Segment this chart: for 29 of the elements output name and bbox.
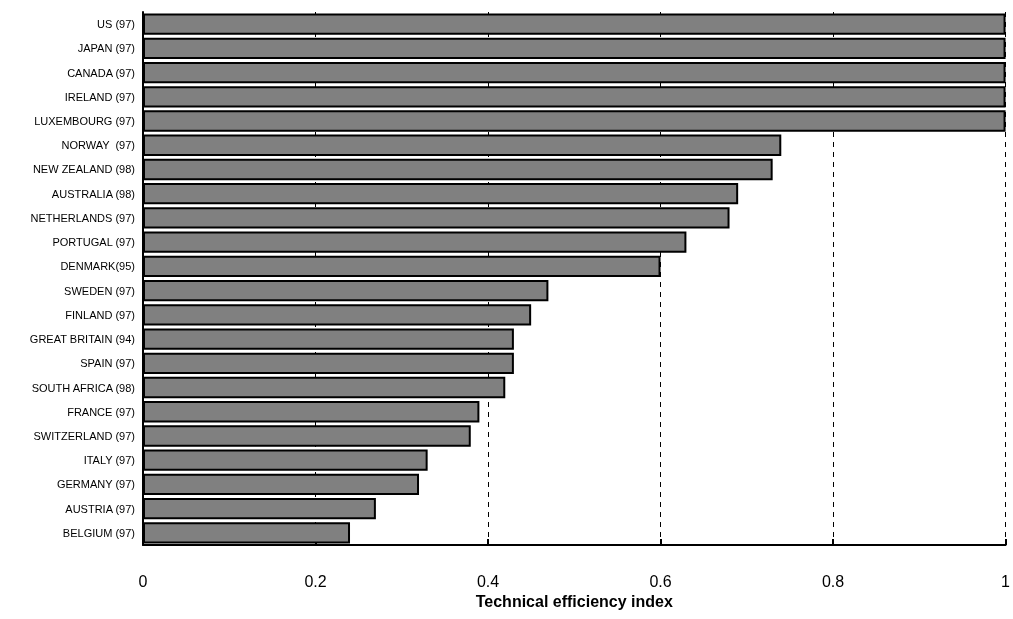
y-tick-label: JAPAN (97) xyxy=(77,42,135,55)
x-tick-label: 0.8 xyxy=(821,572,845,590)
y-tick-label: GERMANY (97) xyxy=(56,478,135,491)
y-tick-label: GREAT BRITAIN (94) xyxy=(29,333,135,346)
y-tick-label: BELGIUM (97) xyxy=(62,526,135,539)
y-tick-label: SWEDEN (97) xyxy=(64,284,135,297)
y-tick-label: ITALY (97) xyxy=(83,454,135,467)
x-tick-label: 0.4 xyxy=(476,572,500,590)
y-tick-label: LUXEMBOURG (97) xyxy=(34,115,135,128)
x-tick-label: 0.2 xyxy=(304,572,327,590)
x-tick-label: 0 xyxy=(138,572,148,590)
y-tick-label: CANADA (97) xyxy=(67,66,135,79)
y-tick-label: SOUTH AFRICA (98) xyxy=(31,381,135,394)
y-tick-label: SWITZERLAND (97) xyxy=(33,429,135,442)
y-tick-label: DENMARK(95) xyxy=(60,260,135,273)
x-tick-label: 0.6 xyxy=(649,572,672,590)
y-tick-label: FINLAND (97) xyxy=(65,308,135,321)
y-tick-label: FRANCE (97) xyxy=(67,405,135,418)
y-tick-label: IRELAND (97) xyxy=(64,90,135,103)
x-tick-label: 1 xyxy=(1001,572,1011,590)
y-tick-label: US (97) xyxy=(97,18,135,31)
x-axis-title: Technical efficiency index xyxy=(475,593,673,611)
y-tick-label: NEW ZEALAND (98) xyxy=(32,163,135,176)
y-tick-label: PORTUGAL (97) xyxy=(52,236,135,249)
y-tick-label: NORWAY (97) xyxy=(61,139,135,152)
y-tick-label: AUSTRALIA (98) xyxy=(51,187,135,200)
y-tick-label: NETHERLANDS (97) xyxy=(30,211,135,224)
y-tick-label: SPAIN (97) xyxy=(80,357,135,370)
y-tick-label: AUSTRIA (97) xyxy=(65,502,135,515)
